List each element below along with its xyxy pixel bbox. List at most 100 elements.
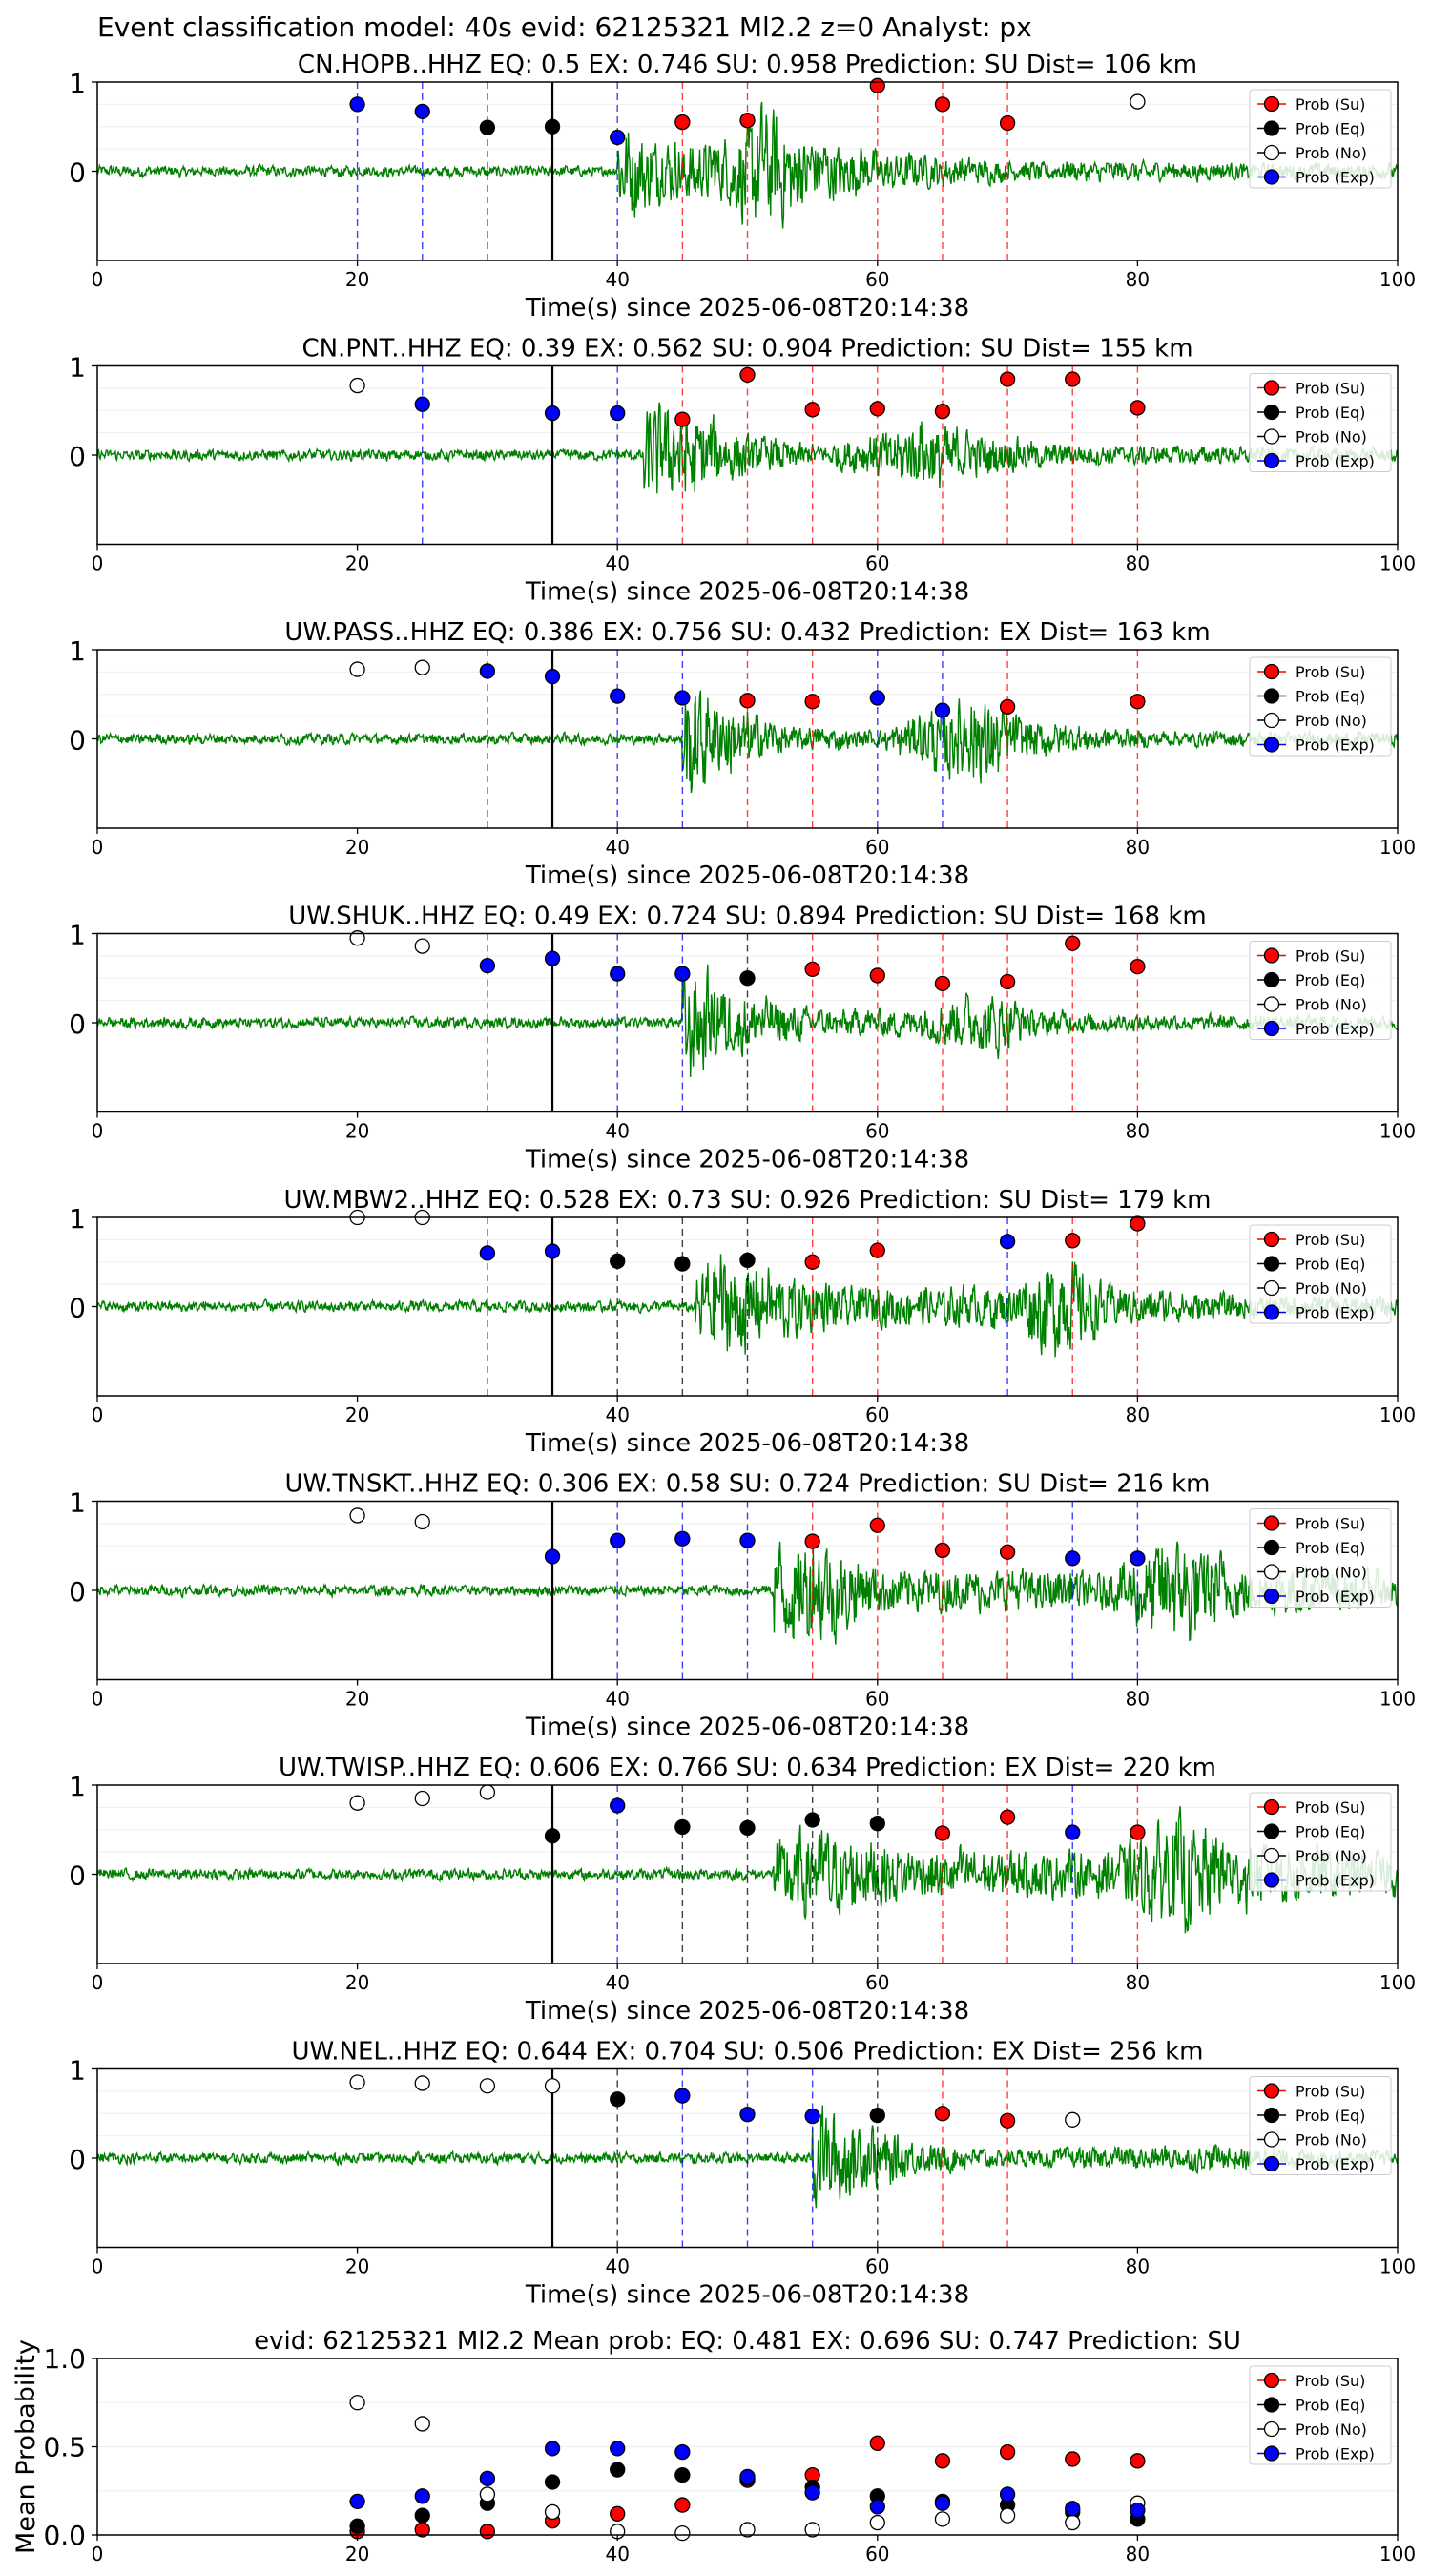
legend-box	[1249, 2365, 1392, 2465]
x-tick-label: 60	[865, 2543, 889, 2566]
legend-box	[1249, 941, 1392, 1040]
legend-marker-eq	[1263, 120, 1280, 136]
station-panel-uw-tnskt-hhz: UW.TNSKT..HHZ EQ: 0.306 EX: 0.58 SU: 0.7…	[69, 1470, 1416, 1742]
legend-marker-no	[1263, 712, 1280, 729]
prob-point-no	[349, 930, 365, 946]
x-axis-label: Time(s) since 2025-06-08T20:14:38	[525, 1997, 969, 2025]
x-tick-label: 60	[865, 2255, 889, 2278]
x-tick-label: 60	[865, 552, 889, 575]
mean-point-su	[479, 2524, 496, 2540]
x-axis-label: Time(s) since 2025-06-08T20:14:38	[525, 294, 969, 322]
y-tick-label: 0.0	[43, 2520, 86, 2551]
panel-background	[97, 650, 1398, 828]
x-tick-label: 100	[1379, 1971, 1416, 1994]
prob-point-no	[1065, 2111, 1081, 2128]
legend-label-su: Prob (Su)	[1296, 2372, 1365, 2390]
legend-marker-exp	[1263, 169, 1280, 185]
legend-marker-eq	[1263, 1823, 1280, 1839]
x-tick-label: 80	[1126, 2255, 1150, 2278]
legend-marker-no	[1263, 1847, 1280, 1864]
legend-label-exp: Prob (Exp)	[1296, 1020, 1375, 1038]
x-tick-label: 100	[1379, 1120, 1416, 1143]
legend-label-su: Prob (Su)	[1296, 2083, 1365, 2101]
legend-marker-su	[1263, 380, 1280, 396]
legend-marker-exp	[1263, 1588, 1280, 1605]
prob-point-exp	[610, 1797, 626, 1814]
x-tick-label: 0	[92, 2543, 104, 2566]
prob-point-no	[414, 1790, 430, 1807]
legend-label-no: Prob (No)	[1296, 2420, 1367, 2439]
prob-point-exp	[739, 2107, 756, 2123]
panel-title: UW.SHUK..HHZ EQ: 0.49 EX: 0.724 SU: 0.89…	[288, 903, 1206, 931]
legend-marker-no	[1263, 1564, 1280, 1580]
prob-point-eq	[610, 1253, 626, 1269]
x-tick-label: 40	[605, 268, 629, 291]
prob-point-su	[1130, 1215, 1146, 1232]
x-tick-label: 80	[1126, 836, 1150, 859]
x-tick-label: 80	[1126, 552, 1150, 575]
legend-box	[1249, 1224, 1392, 1324]
prob-point-exp	[610, 688, 626, 704]
y-axis-label: Mean Probability	[11, 2339, 41, 2554]
mean-point-exp	[1065, 2501, 1081, 2517]
mean-point-exp	[610, 2441, 626, 2457]
legend-label-su: Prob (Su)	[1296, 1231, 1365, 1249]
prob-point-su	[999, 973, 1016, 990]
mean-point-exp	[349, 2493, 365, 2510]
x-tick-label: 40	[605, 1688, 629, 1711]
x-tick-label: 60	[865, 1403, 889, 1426]
x-tick-label: 20	[345, 268, 369, 291]
waveform-trace	[96, 1806, 1399, 1934]
y-tick-label: 0.5	[43, 2432, 86, 2463]
prob-point-eq	[479, 119, 496, 135]
legend-label-no: Prob (No)	[1296, 1279, 1367, 1298]
x-tick-label: 100	[1379, 1688, 1416, 1711]
x-tick-label: 40	[605, 1403, 629, 1426]
legend-marker-no	[1263, 996, 1280, 1012]
legend-marker-no	[1263, 144, 1280, 161]
y-tick-label: 0	[69, 725, 86, 757]
legend-marker-eq	[1263, 971, 1280, 988]
prob-point-eq	[610, 2091, 626, 2108]
x-tick-label: 20	[345, 1971, 369, 1994]
x-tick-label: 20	[345, 1120, 369, 1143]
panel-title: UW.NEL..HHZ EQ: 0.644 EX: 0.704 SU: 0.50…	[292, 2038, 1204, 2067]
x-tick-label: 100	[1379, 836, 1416, 859]
legend-marker-no	[1263, 2131, 1280, 2148]
prob-point-exp	[1065, 1824, 1081, 1840]
mean-point-eq	[414, 2507, 430, 2524]
mean-point-eq	[349, 2518, 365, 2534]
x-tick-label: 80	[1126, 1403, 1150, 1426]
mean-point-exp	[1130, 2502, 1146, 2519]
panel-title: UW.PASS..HHZ EQ: 0.386 EX: 0.756 SU: 0.4…	[284, 618, 1210, 647]
y-tick-label: 0	[69, 1860, 86, 1892]
legend-box	[1249, 1508, 1392, 1608]
prob-point-exp	[414, 103, 430, 120]
x-tick-label: 100	[1379, 2255, 1416, 2278]
prob-point-su	[739, 113, 756, 129]
legend-label-su: Prob (Su)	[1296, 380, 1365, 398]
prob-point-exp	[610, 405, 626, 422]
station-panel-cn-pnt-hhz: CN.PNT..HHZ EQ: 0.39 EX: 0.562 SU: 0.904…	[69, 335, 1416, 607]
mean-point-eq	[674, 2466, 691, 2483]
panel-title: UW.TNSKT..HHZ EQ: 0.306 EX: 0.58 SU: 0.7…	[285, 1470, 1211, 1499]
prob-point-no	[349, 1507, 365, 1524]
legend-label-no: Prob (No)	[1296, 1847, 1367, 1865]
x-tick-label: 40	[605, 2255, 629, 2278]
prob-point-no	[414, 659, 430, 675]
prob-point-exp	[544, 1548, 561, 1565]
prob-point-no	[414, 938, 430, 954]
x-tick-label: 40	[605, 836, 629, 859]
legend-marker-su	[1263, 2372, 1280, 2389]
legend-marker-exp	[1263, 1872, 1280, 1888]
x-tick-label: 20	[345, 2543, 369, 2566]
legend-box	[1249, 656, 1392, 757]
legend-marker-exp	[1263, 2155, 1280, 2172]
prob-point-su	[804, 1254, 820, 1270]
mean-point-no	[674, 2524, 691, 2542]
mean-point-exp	[869, 2499, 885, 2515]
legend-label-eq: Prob (Eq)	[1296, 2107, 1365, 2125]
prob-point-su	[999, 2112, 1016, 2129]
x-tick-label: 40	[605, 2543, 629, 2566]
x-tick-label: 0	[92, 268, 104, 291]
